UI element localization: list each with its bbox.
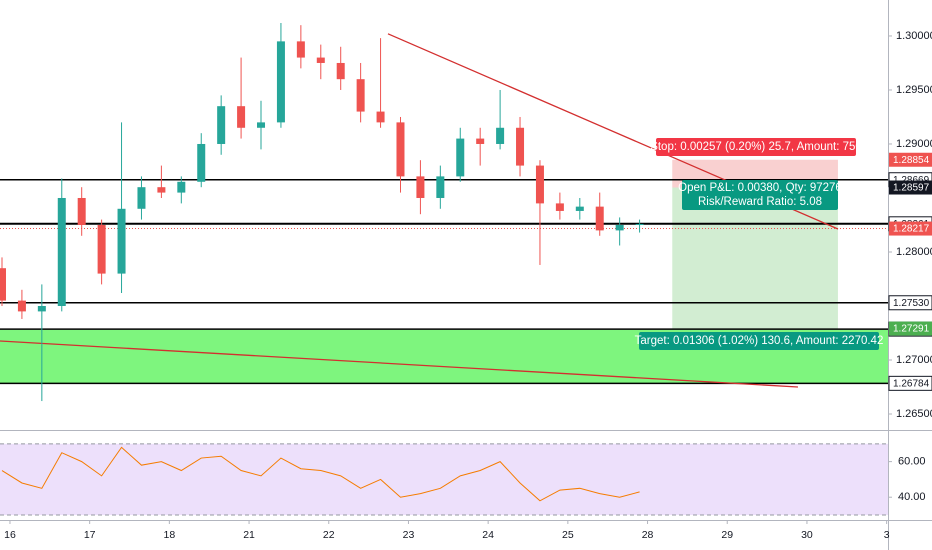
stop-label-box [656, 138, 856, 156]
pnl-box [682, 180, 838, 210]
candle-body [257, 122, 266, 128]
y-tick-label: 1.26500 [896, 408, 932, 420]
price-label: 1.27291 [893, 324, 930, 335]
candle-body [97, 224, 106, 274]
price-label: 1.28854 [893, 155, 930, 166]
candle-body [316, 57, 325, 63]
price-label: 1.28597 [893, 183, 930, 194]
x-tick-label: 16 [4, 529, 16, 541]
price-label-box [888, 295, 932, 311]
price-label-box [889, 321, 932, 336]
trendline [0, 340, 798, 388]
candle-body [416, 176, 425, 198]
candle-body [177, 181, 186, 193]
x-tick-label: 17 [84, 529, 96, 541]
candle-body [595, 206, 604, 231]
x-tick-label: 30 [801, 529, 813, 541]
x-tick-label: 18 [164, 529, 176, 541]
candle-body [535, 165, 544, 204]
candle-body [137, 187, 146, 209]
x-tick-label: 21 [243, 529, 255, 541]
candle-body [197, 143, 206, 182]
x-tick-label: 24 [482, 529, 494, 541]
y-tick-label: 1.27000 [896, 354, 932, 366]
ratio-label: Risk/Reward Ratio: 5.08 [698, 196, 822, 208]
candle-body [436, 176, 445, 198]
price-label: 1.27530 [893, 298, 930, 309]
candle-body [57, 197, 66, 307]
rsi-band [0, 443, 888, 516]
x-tick-label: 22 [323, 529, 335, 541]
pnl-label: Open P&L: 0.00380, Qty: 97276 [678, 182, 842, 194]
candle-body [476, 138, 485, 144]
y-tick-label: 1.28000 [896, 246, 932, 258]
x-tick-label: 23 [403, 529, 415, 541]
candle-body [0, 268, 6, 301]
price-label-box [889, 221, 932, 236]
candle-body [516, 127, 525, 166]
y-tick-label: 1.30000 [896, 30, 932, 42]
candle-body [276, 41, 285, 123]
y-tick-label: 1.29500 [896, 84, 932, 96]
candle-body [615, 224, 624, 231]
candle-body [296, 41, 305, 58]
candle-body [635, 223, 644, 225]
rsi-tick-label: 60.00 [898, 456, 926, 468]
candle-body [77, 197, 86, 225]
price-label-box [889, 152, 932, 167]
candle-body [555, 203, 564, 211]
x-tick-label: 3 [884, 529, 890, 541]
target-label: Target: 0.01306 (1.02%) 130.6, Amount: 2… [635, 335, 884, 347]
price-label: 1.28217 [893, 224, 930, 235]
y-tick-label: 1.29000 [896, 138, 932, 150]
candle-body [496, 127, 505, 144]
stop-label: Stop: 0.00257 (0.20%) 25.7, Amount: 750 [650, 141, 862, 153]
rsi-tick-label: 40.00 [898, 491, 926, 503]
price-label: 1.28669 [893, 175, 930, 186]
candle-body [157, 187, 166, 193]
x-tick-label: 25 [562, 529, 574, 541]
target-zone [672, 187, 838, 329]
x-tick-label: 28 [642, 529, 654, 541]
target-label-box [639, 332, 879, 350]
candle-body [237, 106, 246, 128]
candle-body [356, 79, 365, 112]
candle-body [456, 138, 465, 177]
candle-body [37, 306, 46, 312]
candle-body [17, 300, 26, 312]
price-label-box [889, 180, 932, 195]
candle-body [575, 206, 584, 211]
candle-body [117, 208, 126, 274]
rsi-line [1, 446, 640, 502]
price-label-box [888, 375, 932, 391]
price-label: 1.26784 [893, 378, 930, 389]
candle-body [396, 122, 405, 177]
candle-body [336, 62, 345, 80]
x-tick-label: 29 [721, 529, 733, 541]
candle-body [217, 106, 226, 144]
candle-body [376, 111, 385, 123]
